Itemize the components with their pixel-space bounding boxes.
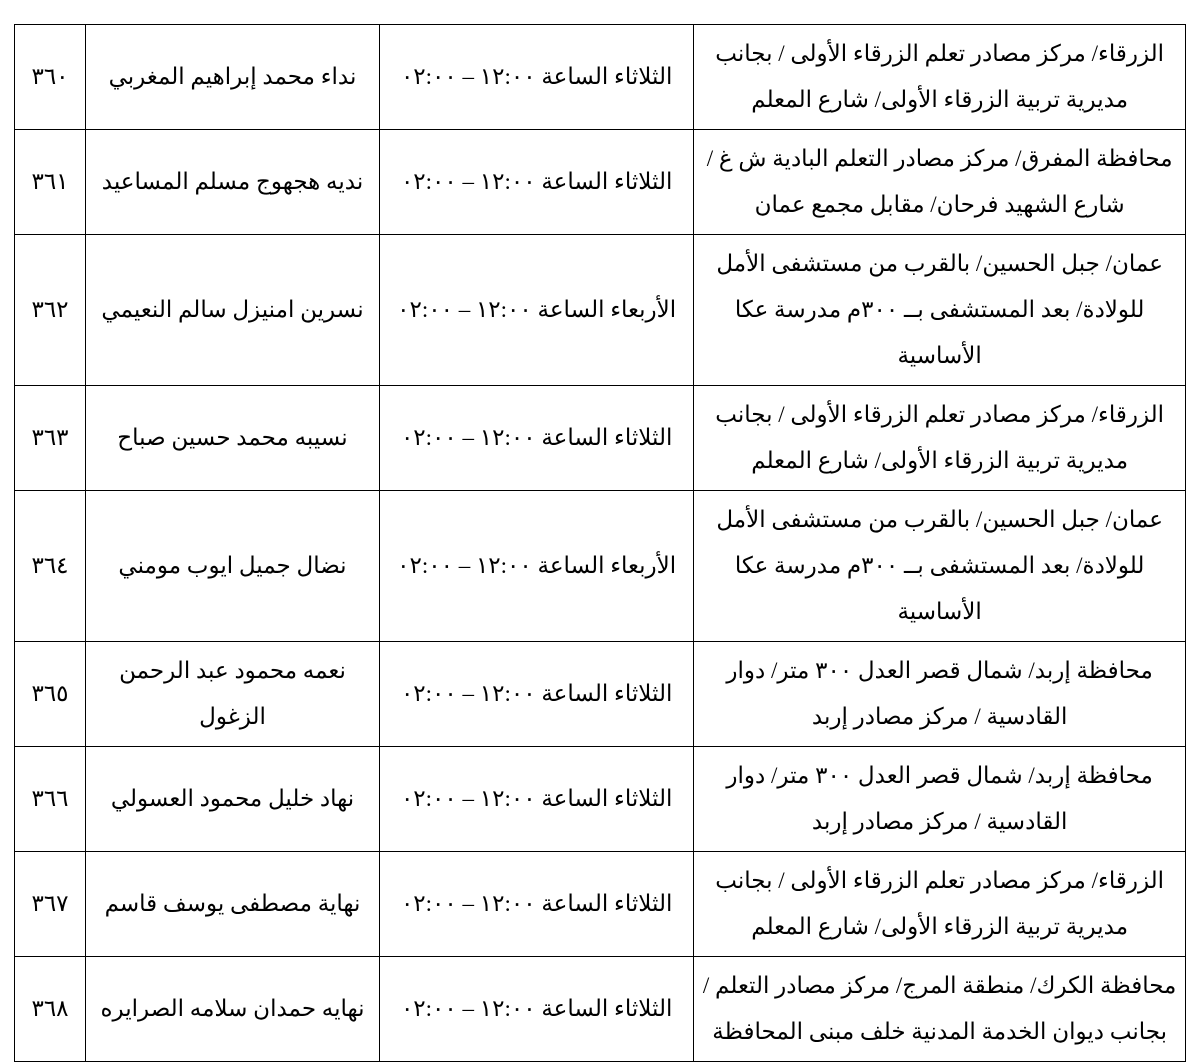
cell-location: عمان/ جبل الحسين/ بالقرب من مستشفى الأمل… (694, 491, 1186, 642)
cell-name: نديه هجهوج مسلم المساعيد (86, 130, 380, 235)
cell-number: ٣٦٦ (15, 747, 86, 852)
cell-time: الثلاثاء الساعة ١٢:٠٠ – ٠٢:٠٠ (380, 642, 694, 747)
cell-location: الزرقاء/ مركز مصادر تعلم الزرقاء الأولى … (694, 852, 1186, 957)
cell-number: ٣٦٧ (15, 852, 86, 957)
cell-time: الثلاثاء الساعة ١٢:٠٠ – ٠٢:٠٠ (380, 386, 694, 491)
cell-time: الأربعاء الساعة ١٢:٠٠ – ٠٢:٠٠ (380, 235, 694, 386)
table-row: محافظة الكرك/ منطقة المرج/ مركز مصادر ال… (15, 957, 1186, 1062)
cell-location: محافظة الكرك/ منطقة المرج/ مركز مصادر ال… (694, 957, 1186, 1062)
table-row: محافظة إربد/ شمال قصر العدل ٣٠٠ متر/ دوا… (15, 642, 1186, 747)
table-row: محافظة المفرق/ مركز مصادر التعلم البادية… (15, 130, 1186, 235)
cell-location: محافظة إربد/ شمال قصر العدل ٣٠٠ متر/ دوا… (694, 642, 1186, 747)
cell-name: نهاية مصطفى يوسف قاسم (86, 852, 380, 957)
cell-location: محافظة إربد/ شمال قصر العدل ٣٠٠ متر/ دوا… (694, 747, 1186, 852)
table-row: عمان/ جبل الحسين/ بالقرب من مستشفى الأمل… (15, 235, 1186, 386)
cell-location: الزرقاء/ مركز مصادر تعلم الزرقاء الأولى … (694, 25, 1186, 130)
cell-number: ٣٦٣ (15, 386, 86, 491)
cell-name: نعمه محمود عبد الرحمن الزغول (86, 642, 380, 747)
table-row: الزرقاء/ مركز مصادر تعلم الزرقاء الأولى … (15, 386, 1186, 491)
table-row: محافظة إربد/ شمال قصر العدل ٣٠٠ متر/ دوا… (15, 747, 1186, 852)
cell-number: ٣٦٤ (15, 491, 86, 642)
table-row: الزرقاء/ مركز مصادر تعلم الزرقاء الأولى … (15, 852, 1186, 957)
schedule-table: الزرقاء/ مركز مصادر تعلم الزرقاء الأولى … (14, 24, 1186, 1062)
cell-number: ٣٦٢ (15, 235, 86, 386)
cell-location: الزرقاء/ مركز مصادر تعلم الزرقاء الأولى … (694, 386, 1186, 491)
cell-name: نداء محمد إبراهيم المغربي (86, 25, 380, 130)
cell-name: نهاد خليل محمود العسولي (86, 747, 380, 852)
cell-time: الثلاثاء الساعة ١٢:٠٠ – ٠٢:٠٠ (380, 747, 694, 852)
cell-time: الثلاثاء الساعة ١٢:٠٠ – ٠٢:٠٠ (380, 25, 694, 130)
cell-number: ٣٦١ (15, 130, 86, 235)
cell-time: الأربعاء الساعة ١٢:٠٠ – ٠٢:٠٠ (380, 491, 694, 642)
schedule-tbody: الزرقاء/ مركز مصادر تعلم الزرقاء الأولى … (15, 25, 1186, 1062)
cell-location: عمان/ جبل الحسين/ بالقرب من مستشفى الأمل… (694, 235, 1186, 386)
table-row: الزرقاء/ مركز مصادر تعلم الزرقاء الأولى … (15, 25, 1186, 130)
table-row: عمان/ جبل الحسين/ بالقرب من مستشفى الأمل… (15, 491, 1186, 642)
cell-name: نهايه حمدان سلامه الصرايره (86, 957, 380, 1062)
cell-name: نضال جميل ايوب مومني (86, 491, 380, 642)
cell-location: محافظة المفرق/ مركز مصادر التعلم البادية… (694, 130, 1186, 235)
cell-number: ٣٦٥ (15, 642, 86, 747)
cell-time: الثلاثاء الساعة ١٢:٠٠ – ٠٢:٠٠ (380, 957, 694, 1062)
cell-time: الثلاثاء الساعة ١٢:٠٠ – ٠٢:٠٠ (380, 130, 694, 235)
cell-name: نسيبه محمد حسين صباح (86, 386, 380, 491)
cell-time: الثلاثاء الساعة ١٢:٠٠ – ٠٢:٠٠ (380, 852, 694, 957)
cell-number: ٣٦٠ (15, 25, 86, 130)
cell-number: ٣٦٨ (15, 957, 86, 1062)
cell-name: نسرين امنيزل سالم النعيمي (86, 235, 380, 386)
